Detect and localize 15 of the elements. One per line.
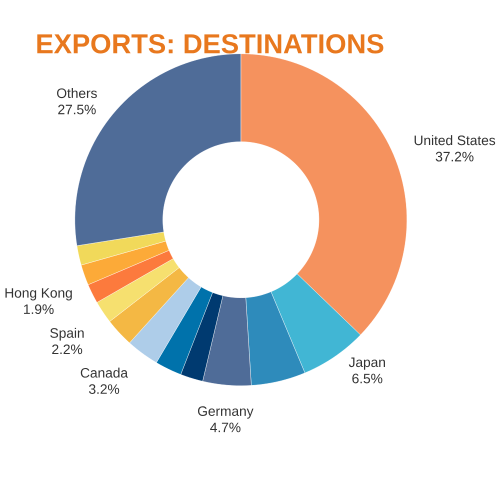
data-label: 2.2% (52, 344, 82, 354)
data-label: 37.2% (436, 152, 474, 162)
slice-label: Germany (198, 406, 254, 419)
slice-label: Canada (80, 367, 128, 378)
slice-label: Hong Kong (5, 288, 72, 300)
slice-label: Spain (50, 328, 84, 340)
data-label: 6.5% (352, 374, 382, 384)
data-label: 3.2% (88, 384, 120, 394)
chart-title: EXPORTS: DESTINATIONS (37, 34, 384, 54)
slice-label: United States (414, 134, 496, 146)
data-label: 1.9% (24, 304, 54, 314)
slice-label: Others (57, 88, 97, 98)
data-label: 27.5% (58, 104, 96, 114)
data-label: 4.7% (210, 422, 240, 432)
slice-label: Japan (348, 357, 385, 370)
